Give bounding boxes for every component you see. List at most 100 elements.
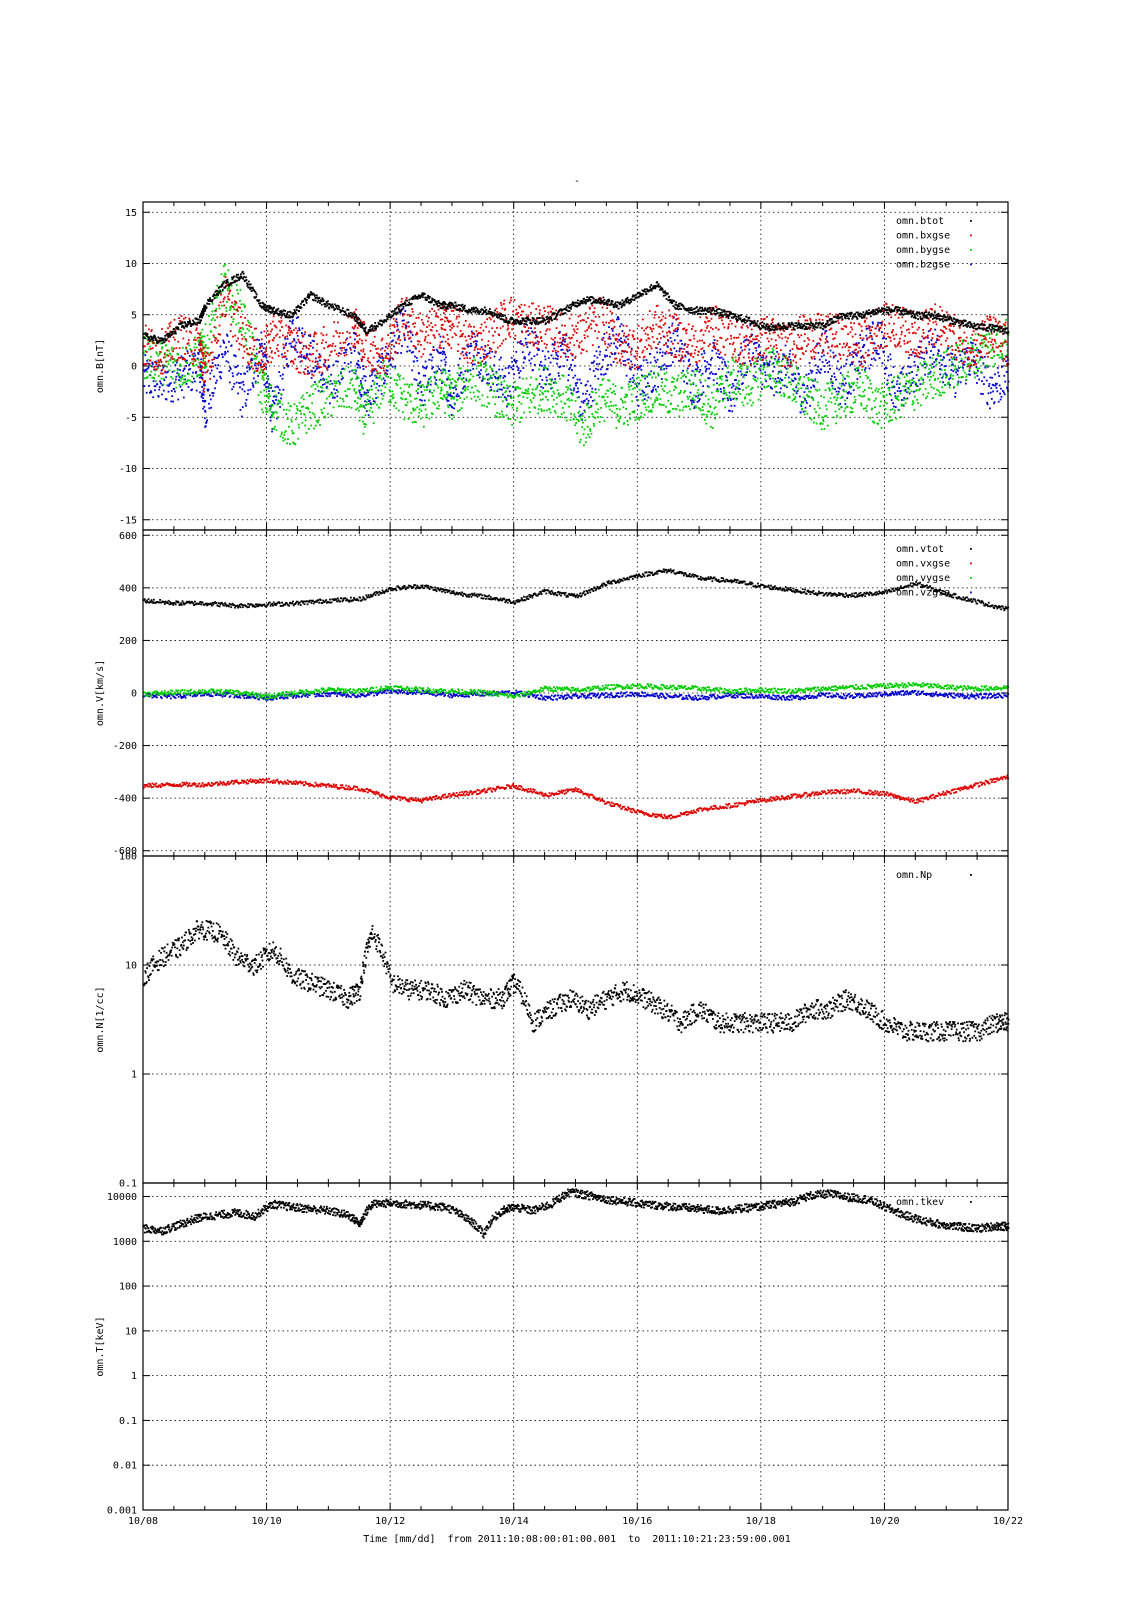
data-point — [307, 366, 309, 369]
data-point — [251, 382, 254, 384]
data-point — [348, 332, 351, 334]
data-point — [946, 354, 949, 356]
data-point — [805, 374, 808, 376]
data-point — [240, 373, 242, 375]
data-point — [307, 408, 310, 410]
data-point — [294, 349, 297, 352]
data-point — [542, 393, 545, 395]
data-point — [419, 385, 421, 387]
data-point — [588, 393, 591, 396]
data-point — [509, 394, 512, 397]
data-point — [952, 357, 955, 360]
data-point — [180, 355, 183, 358]
data-point — [407, 391, 409, 394]
data-point — [540, 337, 542, 340]
data-point — [794, 373, 797, 375]
data-point — [603, 399, 606, 402]
data-point — [281, 326, 283, 328]
data-point — [404, 323, 407, 326]
data-point — [823, 365, 826, 367]
data-point — [258, 339, 260, 341]
data-point — [385, 342, 388, 345]
data-point — [459, 367, 462, 370]
data-point — [504, 391, 507, 394]
data-point — [511, 328, 513, 331]
data-point — [524, 357, 526, 360]
data-point — [486, 352, 489, 355]
data-point — [865, 334, 868, 337]
data-point — [298, 355, 301, 358]
data-point — [682, 369, 684, 372]
data-point — [473, 363, 476, 366]
data-point — [830, 401, 833, 404]
data-point — [198, 361, 201, 364]
data-point — [964, 379, 967, 382]
data-point — [617, 316, 620, 319]
data-point — [479, 326, 482, 329]
data-point — [175, 361, 178, 364]
data-point — [497, 376, 500, 379]
data-point — [706, 361, 709, 363]
data-point — [541, 398, 544, 401]
data-point — [417, 343, 420, 346]
data-point — [289, 342, 292, 345]
data-point — [422, 404, 425, 407]
data-point — [795, 392, 798, 395]
data-point — [952, 370, 955, 373]
data-point — [874, 389, 877, 392]
data-point — [498, 412, 501, 415]
data-point — [197, 332, 199, 335]
data-point — [292, 319, 294, 322]
data-point — [935, 363, 938, 366]
data-point — [578, 378, 581, 381]
data-point — [260, 359, 263, 361]
data-point — [184, 381, 187, 383]
data-point — [620, 323, 623, 326]
data-point — [448, 414, 450, 417]
data-point — [573, 344, 576, 347]
data-point — [193, 352, 196, 355]
data-point — [719, 382, 722, 385]
data-point — [992, 349, 995, 352]
data-point — [860, 404, 863, 407]
data-point — [779, 364, 781, 367]
data-point — [270, 416, 273, 418]
data-point — [607, 343, 610, 346]
data-point — [409, 395, 412, 397]
data-point — [849, 352, 851, 355]
data-point — [191, 353, 194, 356]
data-point — [237, 322, 240, 324]
data-point — [875, 349, 878, 352]
data-point — [269, 407, 272, 410]
data-point — [504, 338, 507, 340]
data-point — [671, 381, 673, 383]
data-point — [773, 353, 775, 355]
data-point — [883, 396, 886, 398]
data-point — [447, 404, 449, 407]
data-point — [183, 381, 186, 384]
data-point — [245, 338, 247, 341]
data-point — [205, 421, 208, 423]
data-point — [429, 383, 432, 386]
data-point — [527, 341, 529, 344]
data-point — [252, 384, 254, 386]
data-point — [498, 334, 501, 337]
data-point — [954, 395, 956, 398]
data-point — [820, 355, 823, 358]
data-point — [606, 354, 608, 357]
data-point — [701, 413, 703, 416]
data-point — [903, 389, 906, 392]
data-point — [406, 321, 408, 324]
data-point — [300, 350, 302, 353]
data-point — [224, 351, 226, 353]
data-point — [265, 388, 268, 391]
data-point — [707, 363, 710, 366]
data-point — [881, 331, 883, 333]
data-point — [177, 340, 180, 343]
data-point — [583, 444, 585, 447]
data-point — [976, 374, 979, 377]
data-point — [161, 368, 164, 371]
data-point — [422, 384, 424, 387]
data-point — [366, 394, 369, 397]
data-point — [618, 338, 621, 341]
